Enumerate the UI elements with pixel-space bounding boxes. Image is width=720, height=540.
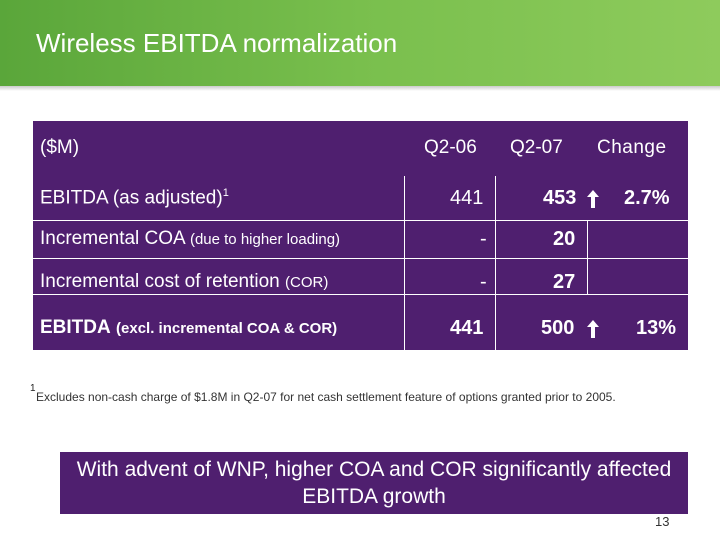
row-divider xyxy=(33,258,688,259)
callout-text: With advent of WNP, higher COA and COR s… xyxy=(76,458,672,508)
row4-q2-06: 441 xyxy=(450,317,484,339)
header-shadow xyxy=(0,86,720,91)
header-q2-06: Q2-06 xyxy=(424,137,477,158)
row1-q2-07: 453 xyxy=(543,187,577,209)
row3-q2-07: 27 xyxy=(553,271,576,293)
header-change: Change xyxy=(597,137,667,158)
column-divider xyxy=(495,176,496,350)
row-qualifier: (due to higher loading) xyxy=(189,231,341,248)
row-label-ebitda-excl: EBITDA (excl. incremental COA & COR) xyxy=(40,317,337,339)
row-label-text: Incremental cost of retention xyxy=(40,271,280,292)
footnote-superscript: 1 xyxy=(222,187,229,199)
header-q2-07: Q2-07 xyxy=(510,137,563,158)
column-divider xyxy=(587,220,588,294)
row-label-text: EBITDA (as adjusted) xyxy=(40,187,223,209)
row-label-text: Incremental COA xyxy=(40,228,185,249)
row-qualifier: (COR) xyxy=(285,274,329,291)
row-label-incremental-coa: Incremental COA (due to higher loading) xyxy=(40,228,340,250)
row-divider xyxy=(33,220,688,221)
slide-title: Wireless EBITDA normalization xyxy=(36,28,398,58)
row3-q2-06: - xyxy=(480,271,487,293)
ebitda-table: ($M) Q2-06 Q2-07 Change EBITDA (as adjus… xyxy=(33,121,688,350)
row1-q2-06: 441 xyxy=(450,187,484,209)
row-qualifier: (excl. incremental COA & COR) xyxy=(116,320,338,337)
row-divider xyxy=(33,294,688,295)
up-arrow-icon xyxy=(586,320,600,338)
callout-box: With advent of WNP, higher COA and COR s… xyxy=(60,452,688,514)
header-bar: Wireless EBITDA normalization xyxy=(0,0,720,86)
row4-change: 13% xyxy=(636,317,677,339)
page-number: 13 xyxy=(655,514,670,529)
footnote: Excludes non-cash charge of $1.8M in Q2-… xyxy=(36,390,616,404)
row-label-incremental-cor: Incremental cost of retention (COR) xyxy=(40,271,328,293)
row-label-ebitda-adjusted: EBITDA (as adjusted)1 xyxy=(40,187,229,209)
up-arrow-icon xyxy=(586,190,600,208)
row1-change: 2.7% xyxy=(624,187,670,209)
column-divider xyxy=(404,176,405,350)
row4-q2-07: 500 xyxy=(541,317,575,339)
row2-q2-06: - xyxy=(480,228,487,250)
row2-q2-07: 20 xyxy=(553,228,576,250)
header-label: ($M) xyxy=(40,137,80,158)
row-label-text: EBITDA xyxy=(40,317,111,338)
footnote-marker: 1 xyxy=(30,383,36,394)
